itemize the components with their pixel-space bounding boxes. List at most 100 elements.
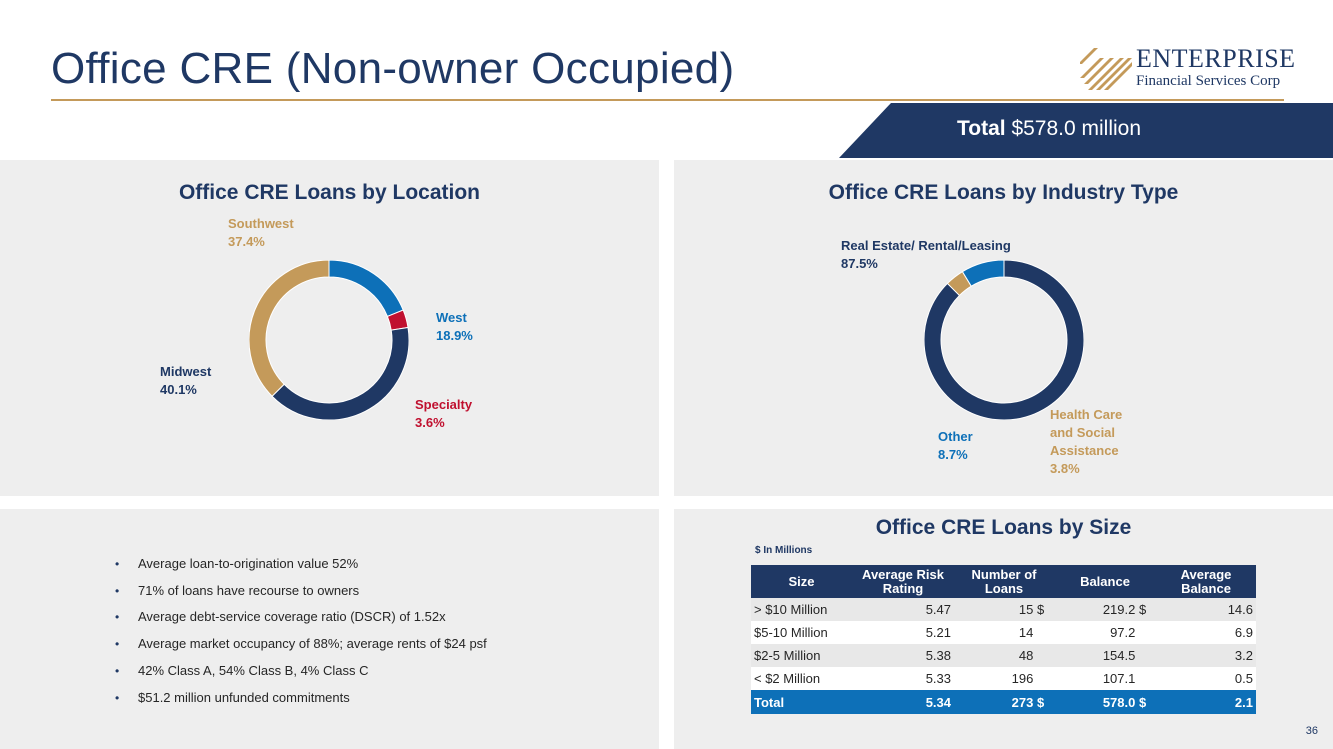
industry-slice-real-estate-rental-leasing <box>924 260 1084 420</box>
label-real-estate-pct: 87.5% <box>841 256 878 271</box>
location-donut-chart <box>249 260 409 420</box>
label-other-name: Other <box>938 429 973 444</box>
cell-balance-value: 97.2 <box>1110 625 1136 640</box>
label-health-care: Health Care and Social Assistance 3.8% <box>1050 406 1122 478</box>
cell-size: > $10 Million <box>751 598 852 621</box>
logo-stripes-icon <box>1080 48 1132 90</box>
page-number: 36 <box>1305 725 1318 737</box>
label-specialty-pct: 3.6% <box>415 415 445 430</box>
bullet-item: Average market occupancy of 88%; average… <box>115 631 487 658</box>
cell-balance: 97.2 <box>1054 621 1156 644</box>
col-header-size: Size <box>751 565 852 598</box>
cell-balance: 578.0 $ <box>1054 690 1156 714</box>
bullet-item: Average debt-service coverage ratio (DSC… <box>115 604 487 631</box>
cell-count: 15 $ <box>954 598 1054 621</box>
col-header-avg-balance: Average Balance <box>1156 565 1256 598</box>
cell-avg: 2.1 <box>1156 690 1256 714</box>
total-banner: Total $578.0 million <box>839 103 1333 158</box>
cell-balance-value: 578.0 <box>1102 694 1136 710</box>
label-southwest: Southwest 37.4% <box>228 215 294 251</box>
industry-donut-chart <box>924 260 1084 420</box>
cell-balance-value: 154.5 <box>1102 648 1136 663</box>
cell-avg: 6.9 <box>1156 621 1256 644</box>
title-divider <box>51 99 1284 101</box>
col-header-risk: Average Risk Rating <box>852 565 954 598</box>
label-health-care-pct: 3.8% <box>1050 461 1080 476</box>
label-west-pct: 18.9% <box>436 328 473 343</box>
cell-balance-value: 219.2 <box>1102 602 1136 617</box>
units-note: $ In Millions <box>755 545 813 556</box>
cell-risk: 5.33 <box>852 667 954 690</box>
cell-size: Total <box>751 690 852 714</box>
cell-avg: 14.6 <box>1156 598 1256 621</box>
col-header-count: Number of Loans <box>954 565 1054 598</box>
cell-avg: 0.5 <box>1156 667 1256 690</box>
cell-count: 273 $ <box>954 690 1054 714</box>
col-header-balance: Balance <box>1054 565 1156 598</box>
cell-avg-currency: $ <box>1139 694 1147 710</box>
size-panel: Office CRE Loans by Size $ In Millions S… <box>674 509 1333 749</box>
table-header-row: Size Average Risk Rating Number of Loans… <box>751 565 1256 598</box>
cell-balance: 219.2 $ <box>1054 598 1156 621</box>
label-health-care-line1: Health Care <box>1050 407 1123 422</box>
total-text: Total $578.0 million <box>957 117 1141 141</box>
label-southwest-pct: 37.4% <box>228 234 265 249</box>
industry-slice-other <box>961 260 1005 287</box>
label-midwest: Midwest 40.1% <box>160 363 211 399</box>
total-value: $578.0 million <box>1011 117 1142 140</box>
cell-count-value: 14 <box>1018 625 1034 640</box>
cell-risk: 5.21 <box>852 621 954 644</box>
cell-balance: 107.1 <box>1054 667 1156 690</box>
cell-balance-currency: $ <box>1037 602 1045 617</box>
cell-avg: 3.2 <box>1156 644 1256 667</box>
logo-subtitle: Financial Services Corp <box>1136 73 1281 89</box>
location-chart-title: Office CRE Loans by Location <box>178 181 481 204</box>
label-west-name: West <box>436 310 467 325</box>
cell-size: $2-5 Million <box>751 644 852 667</box>
label-health-care-line3: Assistance <box>1050 443 1119 458</box>
company-logo: ENTERPRISE Financial Services Corp <box>1080 44 1295 94</box>
cell-balance-currency: $ <box>1037 694 1045 710</box>
cell-size: $5-10 Million <box>751 621 852 644</box>
cell-count: 196 <box>954 667 1054 690</box>
label-other-pct: 8.7% <box>938 447 968 462</box>
label-southwest-name: Southwest <box>228 216 294 231</box>
table-row: $5-10 Million 5.21 14 97.2 6.9 <box>751 621 1256 644</box>
highlights-list: Average loan-to-origination value 52% 71… <box>115 551 487 711</box>
industry-chart-title: Office CRE Loans by Industry Type <box>828 181 1179 204</box>
label-real-estate-name: Real Estate/ Rental/Leasing <box>841 238 1011 253</box>
bullet-item: $51.2 million unfunded commitments <box>115 685 487 712</box>
bullet-item: 42% Class A, 54% Class B, 4% Class C <box>115 658 487 685</box>
industry-panel: Office CRE Loans by Industry Type Real E… <box>674 160 1333 496</box>
label-other: Other 8.7% <box>938 428 973 464</box>
cell-count-value: 273 <box>1011 694 1034 710</box>
size-table: Size Average Risk Rating Number of Loans… <box>751 565 1256 714</box>
location-panel: Office CRE Loans by Location Southwest 3… <box>0 160 659 496</box>
location-slice-southwest <box>249 260 330 397</box>
cell-count-value: 48 <box>1018 648 1034 663</box>
cell-balance: 154.5 <box>1054 644 1156 667</box>
logo-name: ENTERPRISE <box>1136 44 1296 73</box>
label-health-care-line2: and Social <box>1050 425 1116 440</box>
cell-count: 48 <box>954 644 1054 667</box>
cell-risk: 5.38 <box>852 644 954 667</box>
location-slice-west <box>328 260 404 318</box>
total-label: Total <box>957 117 1006 140</box>
label-west: West 18.9% <box>436 309 473 345</box>
size-table-title: Office CRE Loans by Size <box>875 516 1132 539</box>
bullet-item: Average loan-to-origination value 52% <box>115 551 487 578</box>
cell-avg-currency: $ <box>1139 602 1147 617</box>
label-real-estate: Real Estate/ Rental/Leasing 87.5% <box>841 237 1011 273</box>
cell-risk: 5.34 <box>852 690 954 714</box>
cell-count: 14 <box>954 621 1054 644</box>
label-midwest-name: Midwest <box>160 364 212 379</box>
cell-balance-value: 107.1 <box>1102 671 1136 686</box>
label-midwest-pct: 40.1% <box>160 382 197 397</box>
table-total-row: Total 5.34 273 $ 578.0 $ 2.1 <box>751 690 1256 714</box>
bullet-item: 71% of loans have recourse to owners <box>115 578 487 605</box>
cell-count-value: 196 <box>1011 671 1034 686</box>
label-specialty-name: Specialty <box>415 397 473 412</box>
location-slice-midwest <box>271 326 409 420</box>
cell-size: < $2 Million <box>751 667 852 690</box>
highlights-panel: Average loan-to-origination value 52% 71… <box>0 509 659 749</box>
